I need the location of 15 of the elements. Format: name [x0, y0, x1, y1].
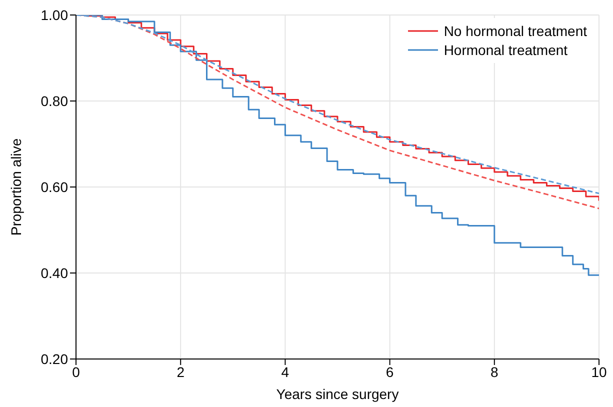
- y-tick-label: 0.60: [40, 178, 68, 195]
- y-tick-label: 0.40: [40, 264, 68, 281]
- y-axis-title: Proportion alive: [8, 138, 24, 236]
- y-tick-label: 0.80: [40, 92, 68, 109]
- x-tick-label: 0: [72, 364, 80, 380]
- legend-label: No hormonal treatment: [444, 23, 587, 39]
- x-tick-label: 10: [591, 364, 607, 380]
- x-tick-label: 8: [490, 364, 498, 380]
- y-tick-label: 0.20: [40, 350, 68, 367]
- x-axis-title: Years since surgery: [276, 386, 399, 402]
- x-tick-label: 4: [281, 364, 290, 380]
- y-tick-label: 1.00: [40, 6, 68, 23]
- x-tick-label: 6: [386, 364, 394, 380]
- legend-label: Hormonal treatment: [444, 42, 568, 58]
- x-tick-label: 2: [176, 364, 185, 380]
